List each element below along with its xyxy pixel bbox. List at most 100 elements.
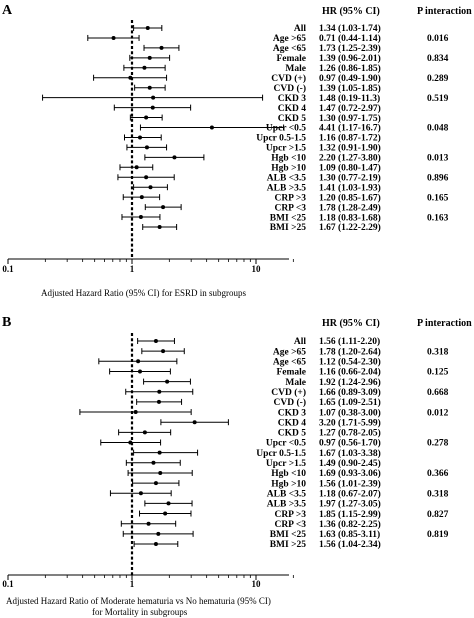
forest-row: ALB <3.5 1.18 (0.67-2.07) 0.318 <box>109 488 449 499</box>
row-label: CKD 5 <box>278 114 306 124</box>
row-hr-ci: 1.65 (1.09-2.51) <box>319 397 381 408</box>
forest-row: Upcr 0.5-1.5 1.67 (1.03-3.38) <box>133 448 381 459</box>
row-hr-ci: 2.20 (1.27-3.80) <box>319 153 381 164</box>
hr-point <box>144 175 149 180</box>
row-p-interaction: 0.013 <box>427 154 449 164</box>
header-p-interaction: P interaction <box>417 6 472 17</box>
row-p-interaction: 0.012 <box>427 408 449 418</box>
forest-row: CKD 4 3.20 (1.71-5.99) <box>160 417 381 428</box>
panel-a: A HR (95% CI) P interaction All 1.34 (1.03-1… <box>2 3 472 298</box>
row-label: Hgb >10 <box>271 164 306 174</box>
hr-point <box>163 511 168 516</box>
forest-row: Age <65 1.73 (1.25-2.39) <box>143 43 381 54</box>
hr-point <box>165 379 170 384</box>
row-hr-ci: 1.56 (1.01-2.39) <box>319 478 381 489</box>
hr-point <box>161 349 166 354</box>
row-hr-ci: 1.56 (1.11-2.20) <box>319 336 380 347</box>
row-hr-ci: 1.63 (0.85-3.11) <box>319 529 380 540</box>
row-hr-ci: 1.56 (1.04-2.34) <box>319 539 381 550</box>
hr-point <box>153 481 158 486</box>
row-hr-ci: 1.16 (0.87-1.72) <box>319 133 381 144</box>
hr-point <box>153 339 158 343</box>
row-label: ALB >3.5 <box>267 183 306 193</box>
forest-row: Age <65 1.12 (0.54-2.30) <box>98 357 381 368</box>
forest-row: Male 1.92 (1.24-2.96) <box>143 377 381 388</box>
forest-row: ALB >3.5 1.41 (1.03-1.93) <box>133 182 381 193</box>
row-hr-ci: 1.67 (1.22-2.29) <box>319 222 381 233</box>
hr-point <box>147 85 152 90</box>
x-tick-label: 10 <box>252 579 262 589</box>
header-hr: HR (95% CI) <box>322 6 380 17</box>
hr-point <box>158 470 163 475</box>
row-p-interaction: 0.318 <box>427 347 449 357</box>
row-hr-ci: 1.26 (0.86-1.85) <box>319 63 381 74</box>
x-tick-label: 0.1 <box>2 264 14 274</box>
hr-point <box>137 369 142 374</box>
forest-row: Upcr <0.5 0.97 (0.56-1.70) 0.278 <box>100 438 449 449</box>
forest-row: Female 1.39 (0.96-2.01) 0.834 <box>129 53 449 64</box>
row-p-interaction: 0.048 <box>427 124 449 134</box>
row-hr-ci: 1.48 (0.19-11.3) <box>319 93 380 104</box>
row-hr-ci: 1.34 (1.03-1.74) <box>319 23 381 34</box>
row-label: Upcr 0.5-1.5 <box>256 134 306 144</box>
forest-row: Hgb <10 2.20 (1.27-3.80) 0.013 <box>144 153 449 164</box>
hr-point <box>138 215 143 220</box>
forest-row: CKD 4 1.47 (0.72-2.97) <box>113 103 381 114</box>
x-tick-label: 1 <box>130 264 135 274</box>
row-hr-ci: 1.66 (0.89-3.09) <box>319 387 381 398</box>
row-label: ALB <3.5 <box>267 173 306 183</box>
forest-row: BMI >25 1.56 (1.04-2.34) <box>133 539 381 550</box>
hr-point <box>136 359 141 364</box>
row-label: CKD 5 <box>278 429 306 439</box>
hr-point <box>151 460 156 465</box>
hr-point <box>157 389 162 394</box>
row-label: Age <65 <box>273 358 306 368</box>
row-hr-ci: 1.32 (0.91-1.90) <box>319 143 381 154</box>
forest-row: CKD 5 1.30 (0.97-1.75) <box>129 113 381 124</box>
header-hr: HR (95% CI) <box>322 318 380 329</box>
hr-point <box>133 410 138 415</box>
forest-row: Upcr <0.5 4.41 (1.17-16.7) 0.048 <box>139 123 449 134</box>
row-hr-ci: 1.27 (0.78-2.05) <box>319 428 381 439</box>
row-label: BMI >25 <box>270 223 307 233</box>
row-p-interaction: 0.163 <box>427 213 449 223</box>
hr-point <box>142 65 147 70</box>
forest-row: Upcr 0.5-1.5 1.16 (0.87-1.72) <box>124 133 381 144</box>
forest-row: CKD 3 1.07 (0.38-3.00) 0.012 <box>79 407 449 418</box>
hr-point <box>134 165 139 170</box>
row-label: CVD (+) <box>271 73 306 84</box>
hr-point <box>139 195 144 200</box>
panel-letter: A <box>2 3 13 18</box>
row-label: Upcr >1.5 <box>266 459 306 469</box>
hr-point <box>153 542 158 546</box>
forest-row: CVD (+) 1.66 (0.89-3.09) 0.668 <box>125 387 449 398</box>
forest-row: Age >65 0.71 (0.44-1.14) 0.016 <box>87 33 449 44</box>
forest-row: CVD (+) 0.97 (0.49-1.90) 0.289 <box>93 73 449 84</box>
forest-row: Female 1.16 (0.66-2.04) 0.125 <box>109 367 449 378</box>
row-p-interaction: 0.896 <box>427 173 449 183</box>
hr-point <box>156 531 161 536</box>
row-label: Upcr <0.5 <box>266 439 306 449</box>
hr-point <box>148 185 153 190</box>
row-p-interaction: 0.318 <box>427 489 449 499</box>
row-hr-ci: 1.07 (0.38-3.00) <box>319 407 381 418</box>
hr-point <box>157 225 162 229</box>
hr-point <box>111 35 116 40</box>
hr-point <box>137 135 142 140</box>
forest-row: All 1.56 (1.11-2.20) <box>137 336 380 347</box>
row-p-interaction: 0.125 <box>427 368 449 378</box>
forest-row: Age >65 1.78 (1.20-2.64) 0.318 <box>141 346 449 357</box>
row-label: BMI <25 <box>270 213 307 223</box>
x-axis-label-line-2: for Mortality in subgroups <box>92 607 188 617</box>
panel-letter: B <box>2 315 11 330</box>
row-label: Female <box>276 54 306 64</box>
row-hr-ci: 1.41 (1.03-1.93) <box>319 182 381 193</box>
forest-row: BMI <25 1.63 (0.85-3.11) 0.819 <box>122 529 449 540</box>
row-label: Male <box>285 378 306 388</box>
hr-point <box>172 155 177 160</box>
row-label: CKD 4 <box>278 104 306 114</box>
row-label: Upcr <0.5 <box>266 124 306 134</box>
row-p-interaction: 0.278 <box>427 439 449 449</box>
hr-point <box>150 105 155 110</box>
